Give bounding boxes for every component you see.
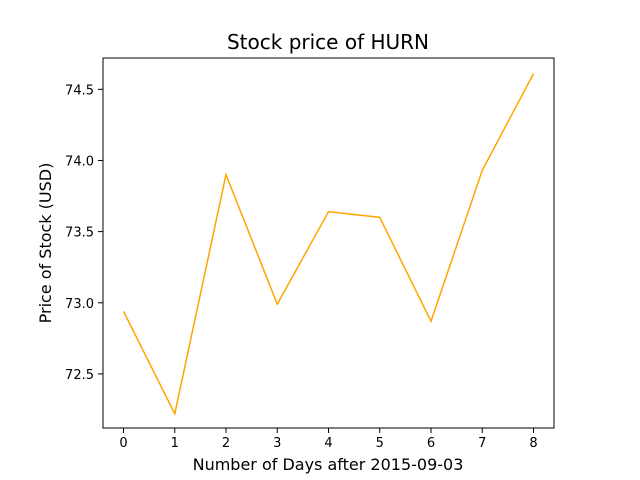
chart-title: Stock price of HURN [227,30,429,54]
x-tick-label: 5 [376,436,384,451]
x-tick-label: 1 [171,436,179,451]
x-axis-label: Number of Days after 2015-09-03 [193,455,464,474]
y-tick-label: 74.0 [65,154,94,169]
y-tick-label: 73.0 [65,297,94,312]
x-tick-label: 7 [478,436,486,451]
x-tick-label: 4 [324,436,332,451]
series-line-0 [122,73,535,417]
x-axis: 0 1 2 3 4 5 6 7 8 [119,428,538,451]
x-tick-label: 6 [427,436,435,451]
x-tick-label: 2 [222,436,230,451]
x-tick-label: 0 [119,436,127,451]
y-tick-label: 73.5 [65,226,94,241]
y-axis-label: Price of Stock (USD) [36,163,55,324]
y-tick-label: 74.5 [65,83,94,98]
series-layer [122,73,535,417]
y-tick-label: 72.5 [65,368,94,383]
x-tick-label: 8 [529,436,537,451]
y-axis: 72.5 73.0 73.5 74.0 74.5 [65,83,103,383]
x-tick-label: 3 [273,436,281,451]
